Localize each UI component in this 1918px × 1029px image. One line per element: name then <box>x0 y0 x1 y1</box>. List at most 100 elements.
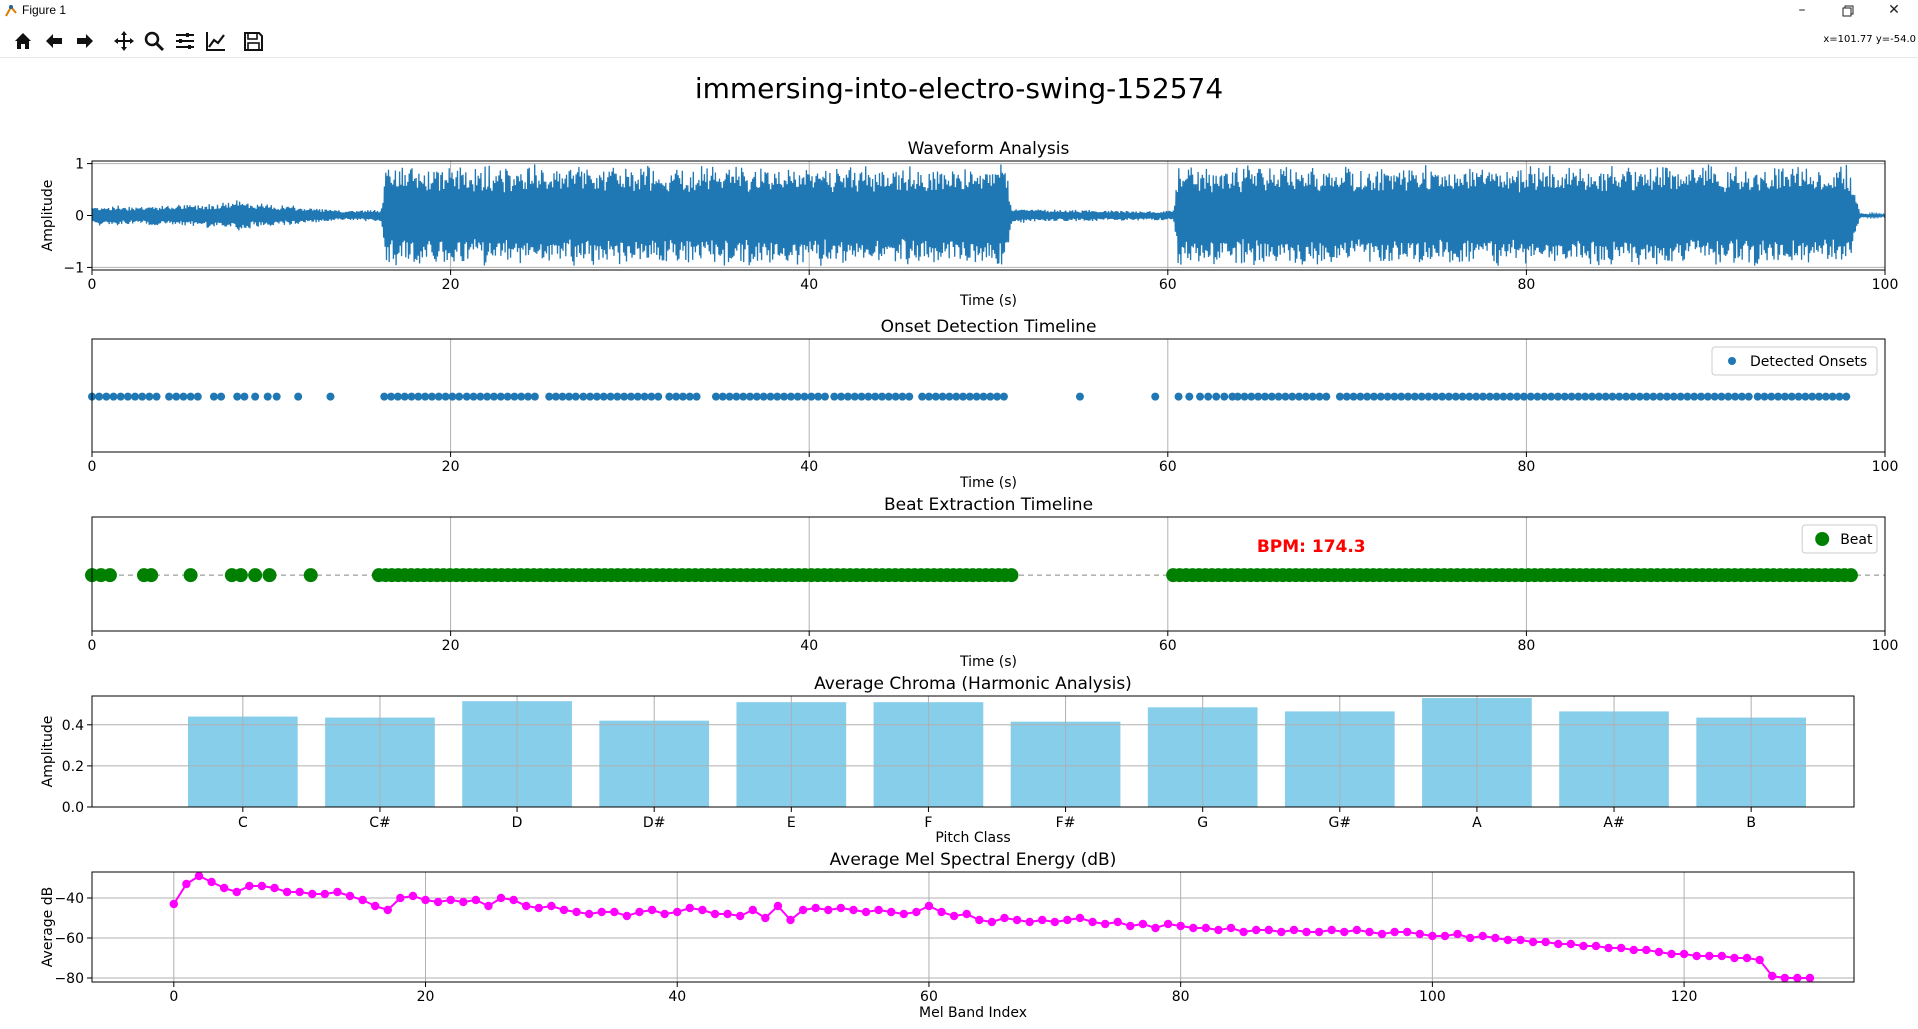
zoom-magnifier-icon[interactable] <box>141 28 167 54</box>
mel-energy-point <box>522 901 531 911</box>
mel-energy-point <box>1554 939 1563 949</box>
mel-energy-point <box>622 911 632 921</box>
mel-energy-point <box>584 909 594 919</box>
onset-marker <box>1260 392 1269 401</box>
minimize-icon[interactable]: – <box>1798 2 1806 18</box>
onset-marker <box>152 392 161 401</box>
onset-marker <box>1588 392 1597 401</box>
onset-marker <box>986 392 995 401</box>
mel-energy-point <box>1100 919 1110 929</box>
onset-marker <box>483 392 492 401</box>
onset-marker <box>240 392 249 401</box>
mel-energy-point <box>1742 953 1752 963</box>
onset-marker <box>558 392 567 401</box>
onset-marker <box>421 392 430 401</box>
onset-marker <box>326 392 335 401</box>
onset-marker <box>1601 392 1610 401</box>
x-tick-label: 20 <box>442 277 460 293</box>
x-tick-label: 100 <box>1872 459 1899 475</box>
onset-marker <box>1369 392 1378 401</box>
onset-marker <box>898 392 907 401</box>
figure-suptitle: immersing-into-electro-swing-152574 <box>695 72 1223 105</box>
mel-energy-point <box>534 903 543 913</box>
mel-energy-point <box>975 915 984 925</box>
restore-icon[interactable] <box>1826 0 1870 22</box>
configure-subplots-icon[interactable] <box>172 28 198 54</box>
back-arrow-icon[interactable] <box>41 28 67 54</box>
x-tick-label: C# <box>369 815 391 831</box>
axes-4: C C# D D# E F F# G G# A A# B 0.0 0.2 0.4 Average Chroma… <box>40 674 1855 846</box>
mel-energy-point <box>1805 973 1815 983</box>
pan-move-icon[interactable] <box>111 28 137 54</box>
forward-arrow-icon[interactable] <box>72 28 98 54</box>
beat-marker <box>183 568 198 583</box>
onset-marker <box>871 392 880 401</box>
save-floppy-icon[interactable] <box>240 28 266 54</box>
mel-energy-point <box>1151 923 1160 933</box>
mel-energy-point <box>824 905 833 915</box>
onset-marker <box>1342 392 1351 401</box>
mel-energy-point <box>1050 917 1060 927</box>
edit-axis-curve-icon[interactable] <box>203 28 229 54</box>
mel-energy-line <box>172 874 1810 979</box>
x-tick-label: B <box>1746 815 1756 831</box>
x-tick-label: 80 <box>1172 989 1190 1005</box>
mel-energy-point <box>496 893 506 903</box>
onset-marker <box>1642 392 1651 401</box>
y-tick-label: 0 <box>75 209 84 225</box>
onset-marker <box>647 392 656 401</box>
x-tick-label: 40 <box>800 459 818 475</box>
onset-marker <box>448 392 457 401</box>
onset-marker <box>626 392 635 401</box>
mel-energy-point <box>1465 933 1475 943</box>
onset-marker <box>427 392 436 401</box>
onset-marker <box>1174 392 1183 401</box>
onset-marker <box>1220 392 1229 401</box>
mel-energy-point <box>1478 931 1487 941</box>
mel-energy-point <box>1654 947 1664 957</box>
onset-marker <box>672 392 681 401</box>
mel-energy-point <box>1289 925 1299 935</box>
x-tick-label: 40 <box>800 277 818 293</box>
y-tick-label: −40 <box>54 891 84 907</box>
onset-marker <box>272 392 281 401</box>
onset-marker <box>905 392 914 401</box>
onset-marker <box>1383 392 1392 401</box>
onset-marker <box>123 392 132 401</box>
onset-marker <box>807 392 816 401</box>
mel-energy-point <box>673 907 682 917</box>
onset-marker <box>766 392 775 401</box>
mel-energy-point <box>194 871 204 881</box>
mel-energy-point <box>1327 925 1336 935</box>
onset-marker <box>1731 392 1740 401</box>
beat-marker <box>1004 568 1019 583</box>
x-tick-label: D <box>512 815 523 831</box>
onset-marker <box>586 392 595 401</box>
x-tick-label: C <box>238 815 248 831</box>
onset-marker <box>592 392 601 401</box>
mel-energy-point <box>1667 949 1676 959</box>
mel-energy-point <box>1063 915 1072 925</box>
onset-marker <box>1581 392 1590 401</box>
mel-energy-point <box>811 903 820 913</box>
onset-marker <box>1349 392 1358 401</box>
onset-marker <box>489 392 498 401</box>
figure-canvas[interactable]: immersing-into-electro-swing-152574 0 20 4… <box>0 57 1918 1029</box>
onset-marker <box>1075 392 1084 401</box>
x-tick-label: G <box>1197 815 1208 831</box>
onset-marker <box>1649 392 1658 401</box>
beat-marker <box>144 568 159 583</box>
mel-energy-point <box>1025 917 1034 927</box>
x-tick-label: 0 <box>88 459 97 475</box>
mel-energy-point <box>1793 973 1802 983</box>
onset-marker <box>217 392 226 401</box>
axes-title: Waveform Analysis <box>908 139 1070 159</box>
close-icon[interactable]: ✕ <box>1888 2 1900 18</box>
onset-marker <box>1724 392 1733 401</box>
mel-energy-point <box>723 909 732 919</box>
onset-marker <box>1519 392 1528 401</box>
mel-energy-point <box>471 895 481 905</box>
onset-marker <box>517 392 526 401</box>
home-icon[interactable] <box>10 28 36 54</box>
onset-marker <box>138 392 147 401</box>
